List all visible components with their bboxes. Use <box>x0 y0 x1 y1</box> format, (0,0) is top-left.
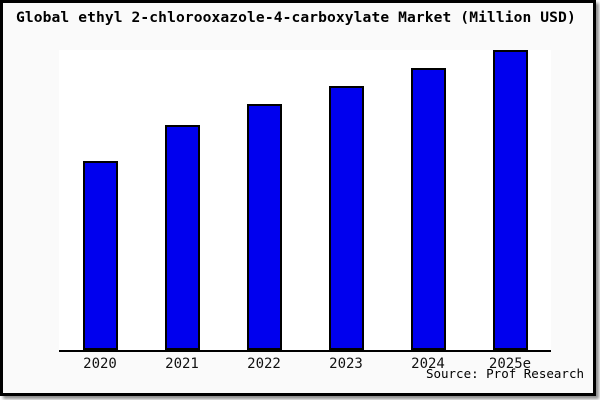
bar-2020 <box>82 161 118 350</box>
x-axis-labels: 2020 2021 2022 2023 2024 2025e <box>59 356 551 372</box>
x-tick-label-2025e: 2025e <box>488 356 532 372</box>
bar-2022 <box>246 104 282 350</box>
x-tick-label-2022: 2022 <box>247 356 281 372</box>
x-tick-label-2020: 2020 <box>83 356 117 372</box>
bar-2025e <box>492 50 528 350</box>
bar-2021 <box>164 125 200 350</box>
chart-title: Global ethyl 2-chlorooxazole-4-carboxyla… <box>16 9 576 26</box>
bar-2023 <box>328 86 364 350</box>
x-tick-label-2023: 2023 <box>329 356 363 372</box>
source-credit: Source: Prof Research <box>425 366 584 381</box>
x-tick-label-2024: 2024 <box>411 356 445 372</box>
x-tick-label-2021: 2021 <box>165 356 199 372</box>
bar-2024 <box>410 68 446 350</box>
plot-area <box>59 50 551 352</box>
